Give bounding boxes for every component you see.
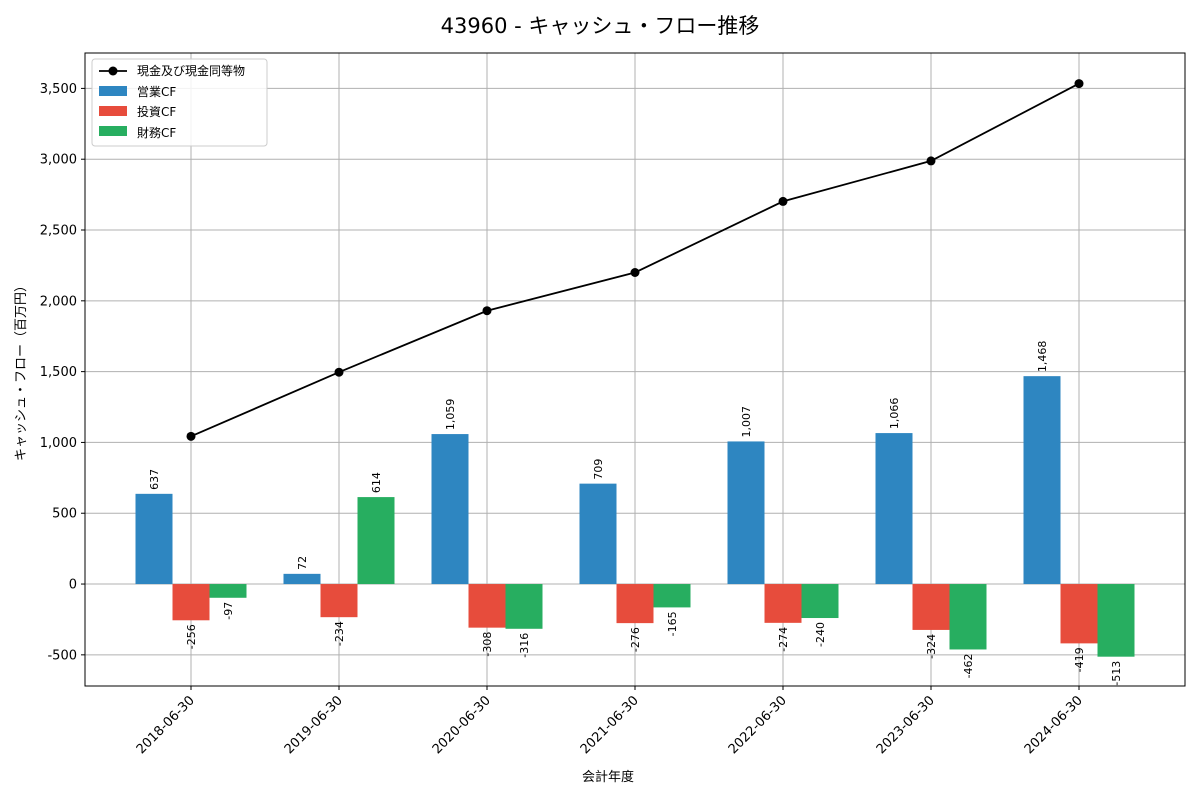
- cash-line: [186, 79, 1084, 441]
- cash-point: [186, 431, 196, 441]
- bar-value-label: -316: [518, 633, 531, 658]
- legend-swatch-investing: [99, 106, 127, 116]
- cash-point: [1074, 79, 1084, 89]
- bar-investing: [616, 584, 654, 624]
- bar-value-label: -276: [629, 627, 642, 652]
- cash-point: [778, 196, 788, 206]
- bar-value-label: -462: [962, 653, 975, 678]
- x-tick-label: 2023-06-30: [874, 693, 938, 757]
- cash-point: [482, 306, 492, 316]
- bar-value-label: 1,059: [444, 399, 457, 431]
- bar-value-label: -324: [925, 634, 938, 659]
- bar-value-label: 614: [370, 472, 383, 493]
- bar-financing: [505, 584, 543, 629]
- y-tick-label: 3,500: [40, 82, 77, 97]
- bar-value-label: 709: [592, 459, 605, 480]
- bar-value-label: 1,066: [888, 398, 901, 430]
- bar-operating: [431, 434, 469, 585]
- bar-operating: [875, 433, 913, 585]
- bar-value-label: -234: [333, 621, 346, 646]
- bars: [135, 376, 1135, 657]
- bar-value-label: -165: [666, 611, 679, 636]
- x-tick-label: 2018-06-30: [134, 693, 198, 757]
- legend-label-financing: 財務CF: [137, 125, 176, 140]
- cash-point: [630, 267, 640, 277]
- y-tick-label: 1,500: [40, 365, 77, 380]
- y-axis-ticks: -500 0 500 1,000 1,500 2,000 2,500 3,000 3,500: [40, 82, 85, 663]
- x-axis-label: 会計年度: [582, 769, 634, 785]
- x-tick-label: 2022-06-30: [726, 693, 790, 757]
- bar-value-label: 1,007: [740, 406, 753, 438]
- cash-point: [926, 156, 936, 166]
- legend-swatch-operating: [99, 86, 127, 96]
- bar-investing: [764, 584, 802, 623]
- legend-label-cash: 現金及び現金同等物: [137, 63, 245, 78]
- legend-label-operating: 営業CF: [137, 85, 176, 99]
- y-tick-label: 500: [52, 507, 77, 522]
- bar-value-label: 637: [148, 469, 161, 490]
- y-tick-label: -500: [47, 648, 77, 663]
- y-tick-label: 3,000: [40, 153, 77, 168]
- bar-value-label: 72: [296, 556, 309, 570]
- x-tick-label: 2021-06-30: [578, 693, 642, 757]
- legend-label-investing: 投資CF: [137, 104, 176, 119]
- bar-investing: [1060, 584, 1098, 644]
- y-tick-label: 0: [69, 578, 77, 593]
- bar-value-label: -97: [222, 602, 235, 620]
- bar-operating: [579, 483, 617, 585]
- y-tick-label: 2,000: [40, 294, 77, 309]
- cash-point: [334, 367, 344, 377]
- bar-financing: [949, 584, 987, 650]
- bar-value-label: -256: [185, 624, 198, 649]
- bar-investing: [912, 584, 950, 630]
- y-tick-label: 2,500: [40, 224, 77, 239]
- bar-operating: [727, 441, 765, 585]
- bar-investing: [320, 584, 358, 618]
- legend-line-marker: [108, 66, 118, 76]
- bar-value-label: 1,468: [1036, 341, 1049, 373]
- bar-financing: [801, 584, 839, 619]
- bar-operating: [283, 573, 321, 585]
- bar-value-label: -240: [814, 622, 827, 647]
- legend-box: [91, 58, 268, 147]
- chart-title: 43960 - キャッシュ・フロー推移: [441, 14, 760, 38]
- bar-operating: [135, 493, 173, 585]
- y-tick-label: 1,000: [40, 436, 77, 451]
- x-tick-label: 2020-06-30: [430, 693, 494, 757]
- bar-financing: [357, 497, 395, 585]
- legend: 現金及び現金同等物 営業CF 投資CF 財務CF: [91, 58, 268, 147]
- legend-swatch-financing: [99, 126, 127, 136]
- y-axis-label: キャッシュ・フロー（百万円）: [14, 279, 29, 461]
- bar-investing: [468, 584, 506, 628]
- x-tick-label: 2019-06-30: [282, 693, 346, 757]
- bar-financing: [1097, 584, 1135, 657]
- bar-financing: [209, 584, 247, 598]
- bar-financing: [653, 584, 691, 608]
- grid: [85, 53, 1185, 686]
- bar-value-label: -513: [1110, 661, 1123, 686]
- bar-investing: [172, 584, 210, 621]
- bar-value-label: -308: [481, 632, 494, 657]
- bar-value-label: -274: [777, 627, 790, 652]
- bar-operating: [1023, 376, 1061, 585]
- data-labels: 637 72 1,059 709 1,007 1,066 1,468 -256 -234 -308…: [148, 341, 1123, 686]
- x-axis-ticks: 2018-06-30 2019-06-30 2020-06-30 2021-06-30…: [134, 686, 1086, 757]
- bar-value-label: -419: [1073, 647, 1086, 672]
- x-tick-label: 2024-06-30: [1022, 693, 1086, 757]
